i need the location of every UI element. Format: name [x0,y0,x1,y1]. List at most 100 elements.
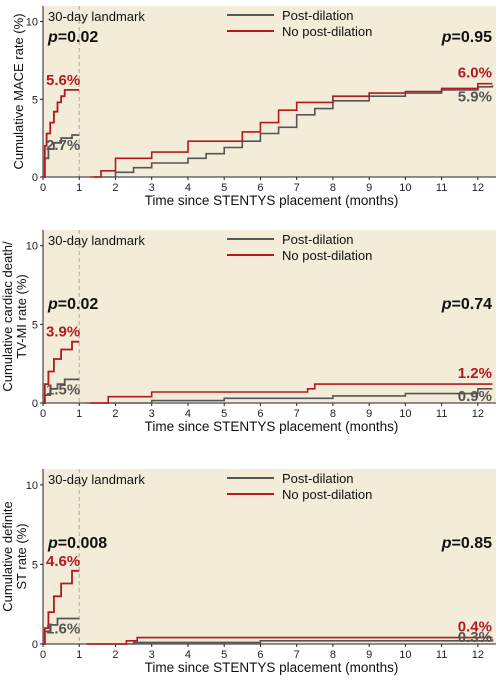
x-tick-label: 12 [472,649,484,661]
final-value-no-post-dilation: 1.2% [458,365,492,382]
legend-label-no-post-dilation: No post-dilation [282,487,372,502]
legend-label-post-dilation: Post-dilation [282,232,354,247]
series-line-no-post-dilation-after-landmark [90,82,493,178]
p-value-landmark-p: p [47,29,58,46]
series-line-no-post-dilation-after-landmark [86,636,493,645]
p-value-after: p=0.74 [441,296,492,313]
x-tick-label: 7 [294,649,300,661]
p-value-landmark-value: =0.008 [58,535,107,552]
x-tick-label: 7 [294,182,300,194]
landmark-value-no-post-dilation: 4.6% [46,553,80,570]
x-tick-label: 3 [149,182,155,194]
p-value-after: p=0.85 [441,535,492,552]
y-tick-label: 0 [32,639,38,651]
p-value-landmark: p=0.02 [47,296,98,313]
plot-background [43,469,496,644]
p-value-after: p=0.95 [441,29,492,46]
x-tick-label: 11 [436,182,447,194]
x-tick-label: 9 [366,182,372,194]
series-line-post-dilation-after-landmark [93,85,494,178]
p-value-landmark-value: =0.02 [58,29,99,46]
y-tick-label: 0 [32,398,38,410]
landmark-value-no-post-dilation: 3.9% [46,324,80,341]
x-tick-label: 9 [366,649,372,661]
p-value-landmark: p=0.008 [47,535,107,552]
legend-label-post-dilation: Post-dilation [282,471,354,486]
final-value-post-dilation: 0.9% [458,388,492,405]
landmark-label: 30-day landmark [48,9,145,24]
legend-label-post-dilation: Post-dilation [282,8,354,23]
final-value-post-dilation: 5.9% [458,88,492,105]
x-tick-label: 1 [76,408,82,420]
series-line-no-post-dilation-after-landmark [90,383,493,404]
x-tick-label: 1 [76,182,82,194]
p-value-after-value: =0.95 [452,29,493,46]
final-value-no-post-dilation: 0.4% [458,619,492,636]
x-tick-label: 10 [399,408,411,420]
x-tick-label: 3 [149,408,155,420]
x-tick-label: 2 [112,649,118,661]
x-tick-label: 4 [185,182,191,194]
y-axis-label-line2: ST rate (%) [14,523,29,589]
final-value-no-post-dilation: 6.0% [458,65,492,82]
p-value-landmark-value: =0.02 [58,296,99,313]
p-value-after-p: p [441,29,452,46]
y-tick-label: 0 [32,172,38,184]
series-line-no-post-dilation-before-landmark [43,569,80,645]
landmark-value-post-dilation: 1.5% [46,381,80,398]
x-axis-label: Time since STENTYS placement (months) [145,660,399,675]
x-tick-label: 3 [149,649,155,661]
x-tick-label: 5 [221,408,227,420]
landmark-label: 30-day landmark [48,233,145,248]
p-value-after-p: p [441,296,452,313]
y-tick-label: 10 [26,241,38,253]
p-value-after-value: =0.74 [452,296,493,313]
series-line-no-post-dilation-before-landmark [43,89,80,178]
x-tick-label: 7 [294,408,300,420]
y-axis-label-line1: Cumulative cardiac death/ [0,241,15,392]
x-tick-label: 12 [472,408,484,420]
x-tick-label: 10 [399,649,411,661]
p-value-landmark-p: p [47,296,58,313]
x-tick-label: 10 [399,182,411,194]
legend-label-no-post-dilation: No post-dilation [282,248,372,263]
x-tick-label: 11 [436,408,447,420]
p-value-after-value: =0.85 [452,535,493,552]
p-value-landmark-p: p [47,535,58,552]
y-tick-label: 5 [32,94,38,106]
p-value-landmark: p=0.02 [47,29,98,46]
x-tick-label: 9 [366,408,372,420]
x-tick-label: 6 [257,408,263,420]
x-tick-label: 4 [185,649,191,661]
x-tick-label: 5 [221,649,227,661]
x-tick-label: 2 [112,408,118,420]
y-tick-label: 10 [26,480,38,492]
y-tick-label: 5 [32,559,38,571]
x-tick-label: 8 [330,182,336,194]
x-tick-label: 8 [330,408,336,420]
landmark-value-post-dilation: 2.7% [46,137,80,154]
series-line-no-post-dilation-before-landmark [43,340,80,404]
x-tick-label: 0 [40,182,46,194]
x-tick-label: 4 [185,408,191,420]
series-line-post-dilation-after-landmark [86,388,493,404]
plot-background [43,230,496,403]
landmark-value-no-post-dilation: 5.6% [46,72,80,89]
final-value-post-dilation: 0.3% [458,629,492,646]
y-axis-label: Cumulative MACE rate (%) [11,13,26,169]
x-tick-label: 12 [472,182,484,194]
landmark-value-post-dilation: 1.6% [46,621,80,638]
x-tick-label: 0 [40,408,46,420]
y-axis-label-line2: TV-MI rate (%) [14,274,29,359]
x-tick-label: 0 [40,649,46,661]
x-tick-label: 1 [76,649,82,661]
landmark-label: 30-day landmark [48,472,145,487]
x-tick-label: 6 [257,649,263,661]
series-line-post-dilation-after-landmark [86,639,494,645]
x-axis-label: Time since STENTYS placement (months) [145,419,399,434]
